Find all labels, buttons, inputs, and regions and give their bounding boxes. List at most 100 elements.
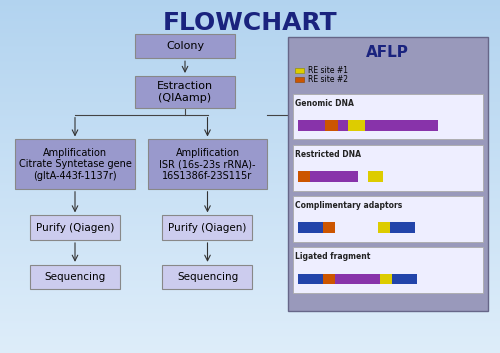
Bar [0,348,500,351]
Bar [0,347,500,350]
Bar [0,349,500,353]
Bar [368,171,382,182]
Bar [295,68,304,73]
Bar [0,349,500,353]
Bar [0,349,500,352]
Bar [0,347,500,350]
Bar [0,349,500,352]
Bar [0,349,500,353]
Bar [0,346,500,349]
Bar [0,348,500,352]
Text: Amplification
Citrate Syntetase gene
(gltA-443f-1137r): Amplification Citrate Syntetase gene (gl… [18,148,132,181]
Bar [0,349,500,352]
FancyBboxPatch shape [148,139,268,189]
Bar [380,274,392,284]
Bar [325,120,338,131]
FancyBboxPatch shape [30,215,120,240]
Bar [0,347,500,350]
Bar [0,349,500,353]
Bar [0,349,500,352]
Bar [335,274,380,284]
Bar [0,348,500,351]
Bar [0,346,500,350]
Text: Colony: Colony [166,41,204,51]
Bar [0,349,500,353]
Bar [0,347,500,351]
Bar [298,171,310,182]
Text: Sequencing: Sequencing [177,272,238,282]
FancyBboxPatch shape [292,196,482,242]
Text: Sequencing: Sequencing [44,272,106,282]
Bar [0,348,500,352]
Bar [0,349,500,352]
Bar [0,348,500,352]
Bar [0,348,500,352]
Bar [0,347,500,351]
Bar [0,346,500,350]
FancyBboxPatch shape [135,34,235,58]
Text: Genomic DNA: Genomic DNA [295,99,354,108]
Bar [298,222,322,233]
Bar [0,346,500,349]
Bar [0,347,500,351]
Bar [0,349,500,352]
Bar [0,349,500,352]
Bar [0,347,500,351]
FancyBboxPatch shape [30,265,120,289]
Bar [0,348,500,352]
Bar [0,348,500,352]
Bar [0,347,500,351]
FancyBboxPatch shape [292,145,482,191]
Bar [0,347,500,351]
FancyBboxPatch shape [15,139,135,189]
Bar [0,347,500,351]
Bar [0,348,500,352]
Bar [0,347,500,351]
Text: Ligated fragment: Ligated fragment [295,252,370,261]
Bar [0,349,500,353]
Bar [295,77,304,82]
Bar [348,120,365,131]
Bar [0,346,500,350]
Bar [0,346,500,350]
Bar [0,349,500,352]
Bar [392,274,417,284]
Bar [298,120,438,131]
Bar [0,346,500,350]
Bar [0,348,500,352]
Bar [0,349,500,353]
Bar [0,347,500,351]
Bar [0,348,500,352]
FancyBboxPatch shape [162,215,252,240]
Bar [0,346,500,349]
Text: AFLP: AFLP [366,46,409,60]
Bar [0,348,500,352]
Bar [322,222,335,233]
Bar [0,348,500,351]
Bar [0,348,500,351]
Bar [0,347,500,351]
Bar [0,346,500,349]
FancyBboxPatch shape [162,265,252,289]
Bar [0,348,500,352]
Bar [0,346,500,350]
Bar [0,347,500,350]
Bar [0,349,500,352]
Text: Restricted DNA: Restricted DNA [295,150,361,159]
Text: Purify (Qiagen): Purify (Qiagen) [168,223,246,233]
Text: Amplification
ISR (16s-23s rRNA)-
16S1386f-23S115r: Amplification ISR (16s-23s rRNA)- 16S138… [159,148,256,181]
Bar [0,348,500,352]
Bar [0,348,500,351]
Bar [0,346,500,350]
Bar [0,349,500,353]
Text: FLOWCHART: FLOWCHART [162,11,338,35]
Bar [0,348,500,352]
Text: Complimentary adaptors: Complimentary adaptors [295,201,402,210]
Bar [0,346,500,349]
Bar [0,349,500,352]
Bar [0,346,500,350]
Bar [0,347,500,351]
Bar [0,347,500,351]
Bar [0,347,500,351]
Text: Estraction
(QIAamp): Estraction (QIAamp) [157,81,213,103]
